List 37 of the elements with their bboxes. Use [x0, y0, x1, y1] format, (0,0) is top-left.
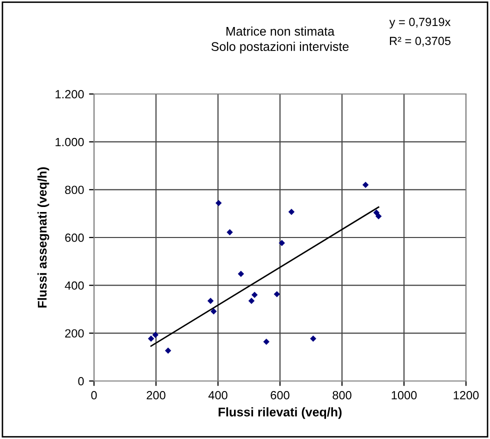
y-tick-label: 400: [64, 281, 84, 290]
point: [216, 200, 222, 206]
y-tick-label: 1.000: [56, 138, 84, 146]
x-tick-label: 400: [208, 391, 228, 400]
point: [278, 240, 285, 246]
x-tick-label: 800: [332, 391, 352, 400]
text: y = 0,7919x: [389, 18, 451, 28]
point: [251, 292, 258, 298]
point: [288, 208, 295, 216]
point: [210, 308, 217, 315]
y-tick-label: 200: [65, 329, 84, 338]
text: R² = 0,3705: [390, 36, 451, 47]
y-tick-label: 0: [78, 377, 84, 386]
x-tick-label: 200: [146, 391, 166, 400]
point: [375, 213, 382, 220]
point: [310, 336, 316, 342]
point: [274, 291, 280, 298]
point: [238, 270, 244, 277]
x-tick-label: 1000: [392, 391, 417, 400]
x-tick-label: 0: [91, 391, 97, 400]
point: [152, 332, 158, 338]
point: [362, 182, 369, 188]
point: [164, 348, 172, 354]
x-tick-label: 1200: [454, 391, 479, 400]
point: [148, 336, 154, 342]
y-tick-label: 1.200: [56, 90, 84, 98]
chart-title: Matrice non stimata Solo postazioni interviste: [211, 26, 349, 54]
y-axis-title: Flussi assegnati (veq/h): [37, 167, 50, 308]
point: [207, 298, 214, 304]
y-tick-label: 600: [65, 234, 84, 242]
point: [263, 338, 270, 345]
y-tick-label: 800: [65, 186, 84, 194]
point: [373, 210, 380, 216]
x-tick-label: 600: [270, 391, 290, 400]
x-axis-title: Flussi rilevati (veq/h): [218, 407, 342, 419]
point: [226, 229, 233, 236]
point: [248, 298, 255, 304]
